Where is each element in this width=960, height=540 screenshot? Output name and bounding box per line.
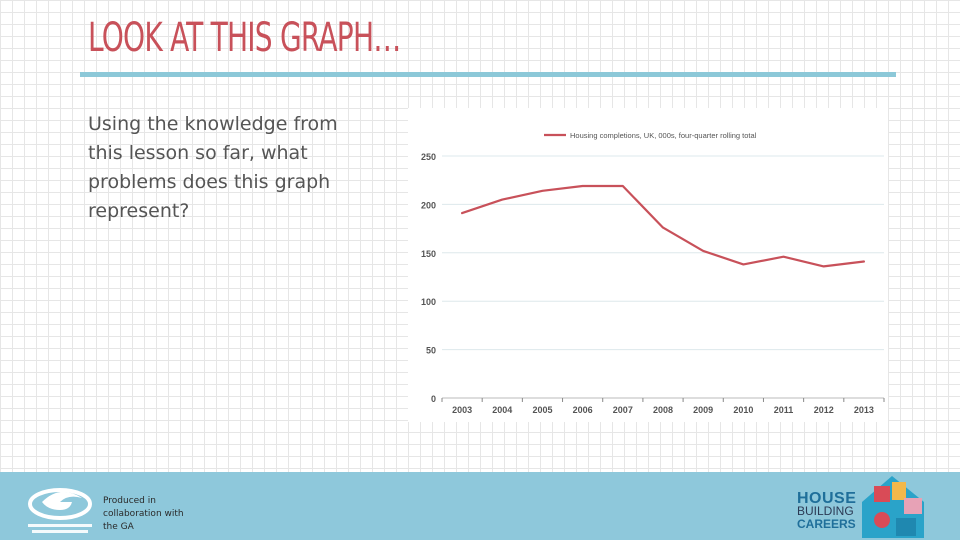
y-tick-label-250: 250 bbox=[421, 152, 436, 162]
question-text: Using the knowledge from this lesson so … bbox=[88, 113, 338, 222]
y-tick-label-200: 200 bbox=[421, 200, 436, 210]
house-building-careers-logo: HOUSE BUILDING CAREERS bbox=[797, 490, 857, 531]
x-tick-label-2012: 2012 bbox=[814, 405, 834, 415]
legend-label-0: Housing completions, UK, 000s, four-quar… bbox=[570, 131, 757, 140]
logo-line-house: HOUSE bbox=[797, 490, 857, 507]
y-tick-label-50: 50 bbox=[426, 346, 436, 356]
x-tick-label-2004: 2004 bbox=[492, 405, 512, 415]
housing-completions-chart: 0 50 100 150 200 250 2003 2004 2005 2006 2007 2008 2… bbox=[421, 131, 885, 415]
slide-title: LOOK AT THIS GRAPH… bbox=[88, 15, 401, 61]
y-tick-label-150: 150 bbox=[421, 249, 436, 259]
logo-line-building: BUILDING bbox=[797, 504, 854, 518]
y-tick-label-0: 0 bbox=[431, 394, 436, 404]
title-divider bbox=[80, 72, 896, 77]
x-tick-label-2010: 2010 bbox=[733, 405, 753, 415]
x-tick-label-2006: 2006 bbox=[573, 405, 593, 415]
x-tick-label-2009: 2009 bbox=[693, 405, 713, 415]
x-tick-label-2007: 2007 bbox=[613, 405, 633, 415]
footer-bar: Produced in collaboration with the GA HO… bbox=[0, 472, 960, 540]
y-tick-label-100: 100 bbox=[421, 297, 436, 307]
produced-by-text: Produced in collaboration with the GA bbox=[103, 496, 184, 532]
x-tick-label-2013: 2013 bbox=[854, 405, 874, 415]
x-tick-label-2005: 2005 bbox=[532, 405, 552, 415]
puzzle-house-icon bbox=[862, 476, 924, 538]
geographical-association-logo bbox=[28, 488, 92, 533]
x-tick-label-2008: 2008 bbox=[653, 405, 673, 415]
x-tick-label-2011: 2011 bbox=[774, 405, 794, 415]
series-line-0 bbox=[460, 184, 865, 268]
logo-line-careers: CAREERS bbox=[797, 517, 856, 531]
chart-panel: 0 50 100 150 200 250 2003 2004 2005 2006 2007 2008 2… bbox=[408, 108, 888, 422]
x-tick-label-2003: 2003 bbox=[452, 405, 472, 415]
